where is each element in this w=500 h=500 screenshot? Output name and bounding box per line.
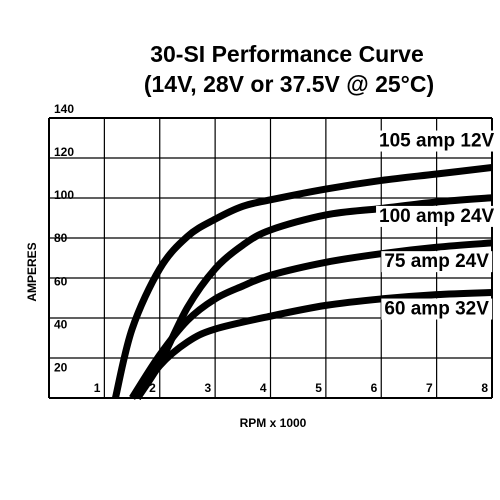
y-axis-label: AMPERES bbox=[25, 242, 39, 301]
x-tick-label: 1 bbox=[94, 381, 101, 395]
series-line bbox=[134, 288, 492, 400]
y-tick-label: 40 bbox=[54, 317, 68, 331]
y-tick-label: 120 bbox=[54, 145, 74, 159]
x-tick-label: 6 bbox=[371, 381, 378, 395]
x-axis-label: RPM x 1000 bbox=[240, 416, 307, 430]
chart-subtitle: (14V, 28V or 37.5V @ 25°C) bbox=[144, 71, 434, 97]
x-tick-label: 2 bbox=[149, 381, 156, 395]
y-tick-label: 20 bbox=[54, 360, 68, 374]
series-line bbox=[112, 164, 492, 399]
y-tick-label: 80 bbox=[54, 231, 68, 245]
x-tick-label: 7 bbox=[426, 381, 433, 395]
x-tick-label: 5 bbox=[315, 381, 322, 395]
y-tick-label: 60 bbox=[54, 274, 68, 288]
x-tick-label: 8 bbox=[481, 381, 488, 395]
tick-labels: 20 40 60 80 100 120 140 1 2 3 4 5 6 7 8 bbox=[54, 102, 488, 395]
curve-label: 75 amp 24V bbox=[384, 251, 489, 272]
curve-label: 105 amp 12V bbox=[379, 131, 494, 152]
x-tick-label: 4 bbox=[260, 381, 267, 395]
y-tick-label: 140 bbox=[54, 102, 74, 116]
curve-label-bg bbox=[376, 130, 498, 152]
curve-label: 60 amp 32V bbox=[384, 299, 489, 320]
curve-label-bg bbox=[381, 251, 493, 273]
curve-label-bg bbox=[376, 205, 498, 227]
y-tick-label: 100 bbox=[54, 188, 74, 202]
series-curves bbox=[112, 164, 492, 400]
x-tick-label: 3 bbox=[204, 381, 211, 395]
chart-title: 30-SI Performance Curve bbox=[150, 41, 424, 67]
series-line bbox=[129, 239, 492, 400]
curve-label: 100 amp 24V bbox=[379, 206, 494, 227]
curve-label-bg bbox=[381, 298, 493, 320]
curve-labels: 105 amp 12V 100 amp 24V 75 amp 24V 60 amp 3… bbox=[376, 130, 498, 320]
